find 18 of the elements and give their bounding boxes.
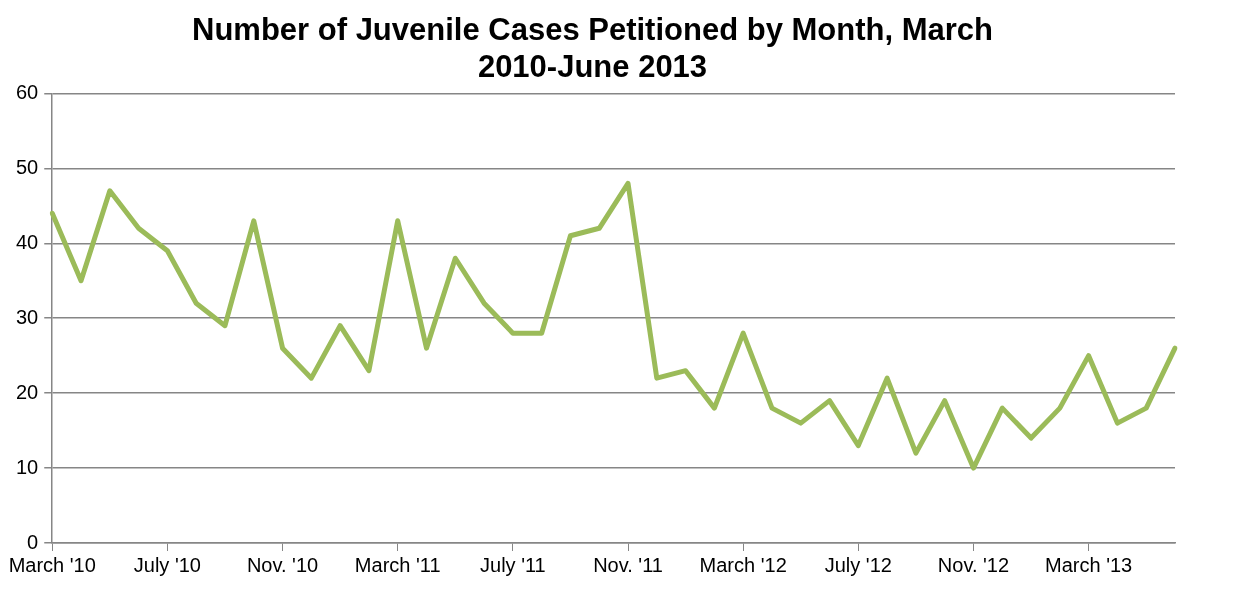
y-tick-label: 50 — [16, 155, 39, 178]
x-tick-label: March '13 — [1045, 553, 1133, 576]
x-tick-label: March '11 — [354, 553, 441, 576]
y-tick-label: 0 — [27, 530, 39, 553]
y-tick-label: 30 — [16, 305, 39, 328]
x-tick-label: July '12 — [824, 553, 892, 576]
y-tick-label: 20 — [16, 380, 39, 403]
x-tick-label: July '11 — [480, 553, 546, 576]
x-tick-label: Nov. '12 — [937, 553, 1010, 576]
y-tick-label: 10 — [16, 455, 39, 478]
chart-title: Number of Juvenile Cases Petitioned by Month, March 2010-June 2013 — [192, 12, 993, 85]
x-tick-label: July '10 — [133, 553, 201, 576]
y-tick-label: 40 — [16, 230, 39, 253]
x-tick-label: Nov. '11 — [593, 553, 663, 576]
y-tick-label: 60 — [16, 80, 39, 103]
x-tick-label: March '12 — [699, 553, 787, 576]
x-tick-label: Nov. '10 — [246, 553, 319, 576]
x-tick-label: March '10 — [8, 553, 96, 576]
